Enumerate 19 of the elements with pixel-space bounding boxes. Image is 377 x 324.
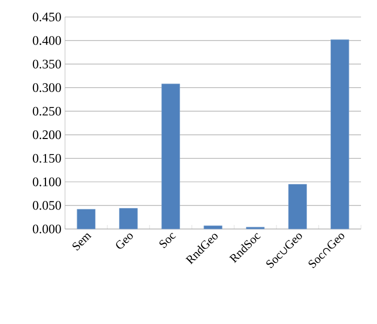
bar: [288, 184, 307, 230]
y-tick-label: 0.050: [32, 201, 61, 210]
bar: [204, 226, 222, 230]
y-tick-label: 0.200: [32, 130, 61, 140]
x-tick-label: Sem: [72, 233, 92, 251]
x-tick-label: Soc: [159, 232, 176, 248]
y-tick-label: 0.250: [32, 106, 61, 116]
y-tick-label: 0.000: [32, 224, 61, 234]
y-tick-label: 0.300: [32, 83, 61, 92]
bar: [76, 209, 96, 230]
x-tick-label: Geo: [116, 234, 133, 249]
bar: [330, 39, 350, 230]
bar: [161, 84, 180, 230]
y-tick-label: 0.100: [32, 177, 61, 186]
y-tick-label: 0.400: [32, 36, 61, 45]
y-tick-label: 0.150: [32, 154, 61, 163]
bar: [119, 208, 138, 230]
y-tick-label: 0.450: [32, 12, 61, 22]
y-tick-label: 0.350: [32, 60, 61, 69]
